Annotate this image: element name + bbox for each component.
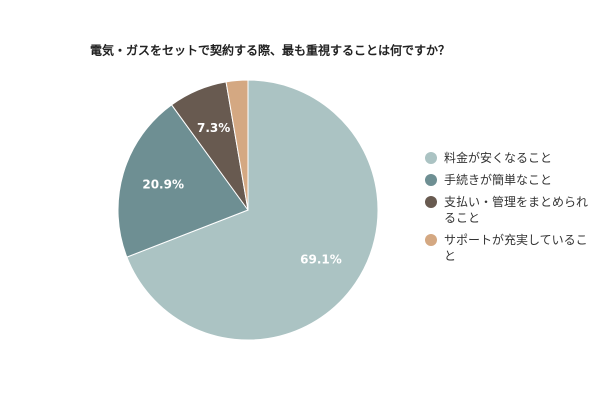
legend: 料金が安くなること 手続きが簡単なこと支払い・管理をまとめられること サポートが充実… — [425, 150, 600, 270]
legend-item: 支払い・管理をまとめられること — [425, 194, 600, 226]
legend-swatch — [425, 152, 437, 164]
legend-item: 料金が安くなること — [425, 150, 600, 166]
legend-label: 支払い・管理をまとめられること — [444, 195, 589, 225]
legend-label: 料金が安くなること — [444, 151, 553, 165]
legend-swatch — [425, 174, 437, 186]
legend-swatch — [425, 234, 437, 246]
pie-slice — [126, 79, 379, 341]
pie-slice — [225, 79, 249, 211]
data-label: 69.1% — [300, 252, 342, 266]
pie-slice — [117, 104, 249, 258]
legend-label: サポートが充実していること — [444, 233, 588, 263]
data-label: 20.9% — [142, 178, 184, 192]
data-label: 7.3% — [197, 121, 230, 135]
legend-label: 手続きが簡単なこと — [444, 173, 553, 187]
legend-item: 手続きが簡単なこと — [425, 172, 600, 188]
chart-title: 電気・ガスをセットで契約する際、最も重視することは何ですか？ — [90, 43, 450, 58]
legend-swatch — [425, 196, 437, 208]
legend-item: サポートが充実していること — [425, 232, 600, 264]
